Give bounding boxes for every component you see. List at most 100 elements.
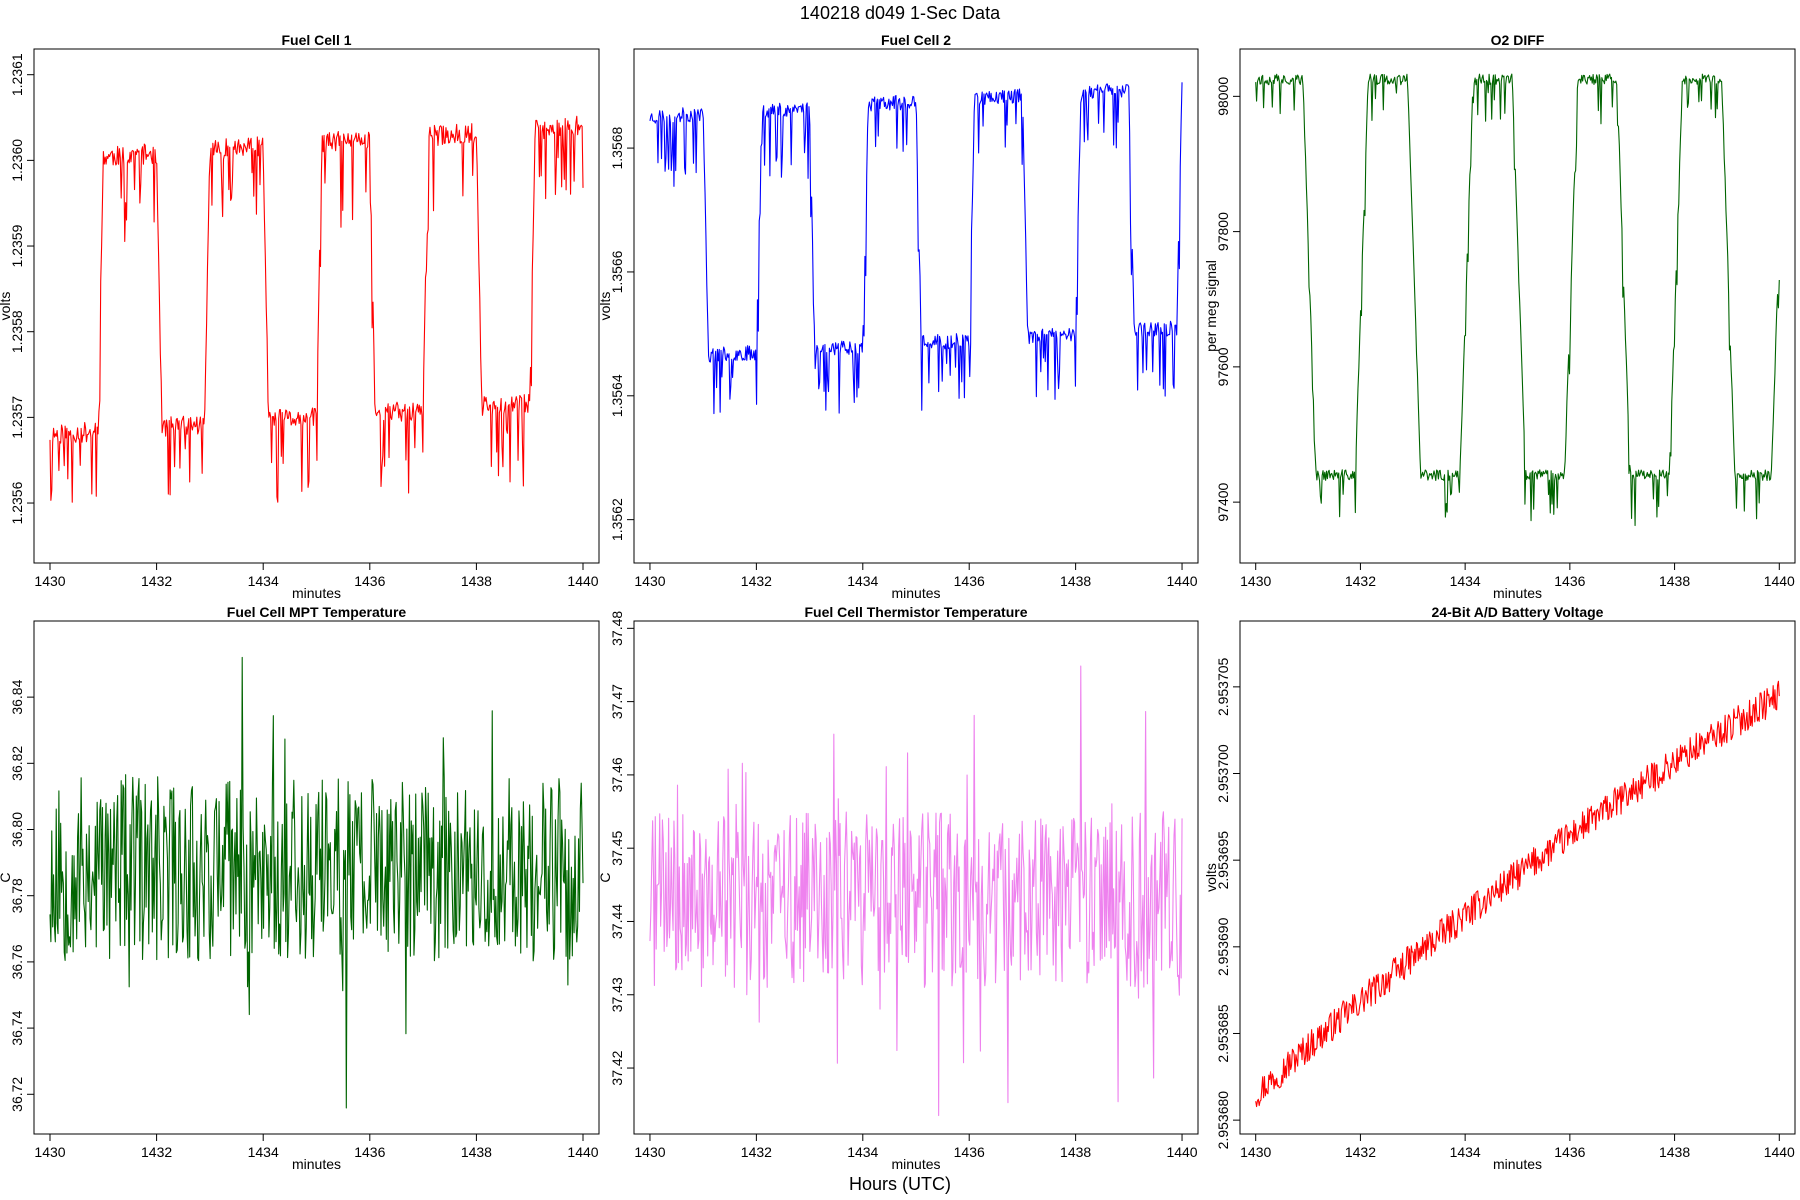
x-axis-label: minutes — [1493, 1156, 1542, 1172]
x-tick-label: 1432 — [141, 573, 172, 589]
y-tick-label: 37.45 — [609, 830, 625, 865]
x-tick-label: 1438 — [1060, 1144, 1091, 1160]
panel-1: Fuel Cell 1 1430 1432 1434 1436 1438 1440 minut… — [0, 32, 600, 601]
y-tick-label: 1.3568 — [609, 126, 625, 169]
y-tick-label: 36.72 — [9, 1077, 25, 1112]
panel-2: Fuel Cell 2 1430 1432 1434 1436 1438 1440 minut… — [597, 32, 1199, 601]
panel-title: 24-Bit A/D Battery Voltage — [1432, 604, 1604, 620]
y-tick-label: 37.43 — [609, 977, 625, 1012]
plot-frame — [1239, 620, 1796, 1135]
y-tick-label: 37.48 — [609, 611, 625, 646]
x-tick-label: 1440 — [567, 1144, 598, 1160]
x-tick-label: 1436 — [354, 573, 385, 589]
x-tick-label: 1430 — [1240, 1144, 1271, 1160]
figure-bottom-label: Hours (UTC) — [849, 1174, 951, 1194]
x-tick-label: 1438 — [1659, 573, 1690, 589]
x-tick-label: 1436 — [954, 573, 985, 589]
y-tick-label: 37.46 — [609, 757, 625, 792]
x-tick-label: 1436 — [354, 1144, 385, 1160]
y-tick-label: 1.2361 — [9, 53, 25, 96]
x-tick-label: 1430 — [34, 1144, 65, 1160]
series-line-1 — [49, 656, 584, 1109]
x-tick-label: 1440 — [1764, 1144, 1795, 1160]
panel-5: Fuel Cell Thermistor Temperature 1430 1432… — [597, 604, 1199, 1172]
x-tick-label: 1440 — [1166, 1144, 1197, 1160]
x-tick-label: 1436 — [1554, 1144, 1585, 1160]
y-tick-label: 1.3566 — [609, 250, 625, 293]
x-tick-label: 1438 — [1659, 1144, 1690, 1160]
x-tick-label: 1432 — [1345, 1144, 1376, 1160]
x-tick-label: 1434 — [1450, 1144, 1481, 1160]
y-tick-label: 2.953700 — [1215, 744, 1231, 803]
y-tick-label: 97600 — [1215, 347, 1231, 386]
series-line-1 — [649, 82, 1183, 415]
x-tick-label: 1436 — [954, 1144, 985, 1160]
x-tick-label: 1430 — [634, 1144, 665, 1160]
y-axis-label: per meg signal — [1203, 260, 1219, 352]
x-axis-label: minutes — [1493, 585, 1542, 601]
y-tick-label: 1.3564 — [609, 374, 625, 417]
y-tick-label: 36.76 — [9, 944, 25, 979]
x-tick-label: 1434 — [248, 573, 279, 589]
plot-frame — [33, 620, 600, 1135]
x-tick-label: 1434 — [847, 573, 878, 589]
y-tick-label: 98000 — [1215, 77, 1231, 116]
y-axis-label: volts — [597, 292, 613, 321]
x-tick-label: 1440 — [567, 573, 598, 589]
x-tick-label: 1430 — [634, 573, 665, 589]
x-tick-label: 1432 — [741, 1144, 772, 1160]
y-tick-label: 97400 — [1215, 482, 1231, 521]
panel-6: 24-Bit A/D Battery Voltage 1430 1432 1434 14… — [1203, 604, 1796, 1172]
figure-title: 140218 d049 1-Sec Data — [800, 3, 1001, 23]
panel-title: Fuel Cell MPT Temperature — [227, 604, 407, 620]
y-axis-label: volts — [1203, 863, 1219, 892]
plot-frame — [633, 620, 1199, 1135]
y-tick-label: 1.2360 — [9, 139, 25, 182]
y-tick-label: 36.84 — [9, 679, 25, 714]
y-tick-label: 1.2357 — [9, 396, 25, 439]
y-tick-label: 1.3562 — [609, 498, 625, 541]
panels: Fuel Cell 1 1430 1432 1434 1436 1438 1440 minut… — [0, 32, 1796, 1172]
panel-title: Fuel Cell 1 — [281, 32, 351, 48]
x-tick-label: 1434 — [248, 1144, 279, 1160]
y-tick-label: 2.953680 — [1215, 1091, 1231, 1150]
y-tick-label: 37.42 — [609, 1050, 625, 1085]
series-line-1 — [1255, 73, 1780, 527]
panel-4: Fuel Cell MPT Temperature 1430 1432 1434 143… — [0, 604, 600, 1172]
panel-title: O2 DIFF — [1491, 32, 1545, 48]
y-tick-label: 2.953690 — [1215, 917, 1231, 976]
y-tick-label: 1.2356 — [9, 481, 25, 524]
panel-title: Fuel Cell 2 — [881, 32, 951, 48]
x-tick-label: 1438 — [1060, 573, 1091, 589]
y-tick-label: 37.44 — [609, 904, 625, 939]
x-tick-label: 1432 — [141, 1144, 172, 1160]
y-tick-label: 97800 — [1215, 212, 1231, 251]
y-axis-label: C — [0, 872, 13, 882]
y-tick-label: 36.80 — [9, 812, 25, 847]
x-tick-label: 1436 — [1554, 573, 1585, 589]
panel-title: Fuel Cell Thermistor Temperature — [804, 604, 1027, 620]
x-tick-label: 1434 — [847, 1144, 878, 1160]
y-tick-label: 2.953705 — [1215, 657, 1231, 716]
y-tick-label: 1.2359 — [9, 224, 25, 267]
x-axis-label: minutes — [292, 1156, 341, 1172]
plot-frame — [633, 48, 1199, 564]
y-tick-label: 36.74 — [9, 1010, 25, 1045]
panel-3: O2 DIFF 1430 1432 1434 1436 1438 1440 minutes 97… — [1203, 32, 1796, 601]
x-axis-label: minutes — [891, 585, 940, 601]
x-tick-label: 1440 — [1166, 573, 1197, 589]
series-line-1 — [649, 665, 1183, 1117]
x-tick-label: 1430 — [34, 573, 65, 589]
x-tick-label: 1438 — [461, 1144, 492, 1160]
x-tick-label: 1430 — [1240, 573, 1271, 589]
y-tick-label: 2.953695 — [1215, 831, 1231, 890]
y-tick-label: 1.2358 — [9, 310, 25, 353]
x-tick-label: 1432 — [741, 573, 772, 589]
y-axis-label: C — [597, 872, 613, 882]
plot-frame — [1239, 48, 1796, 564]
x-tick-label: 1438 — [461, 573, 492, 589]
x-axis-label: minutes — [891, 1156, 940, 1172]
y-tick-label: 2.953685 — [1215, 1004, 1231, 1063]
